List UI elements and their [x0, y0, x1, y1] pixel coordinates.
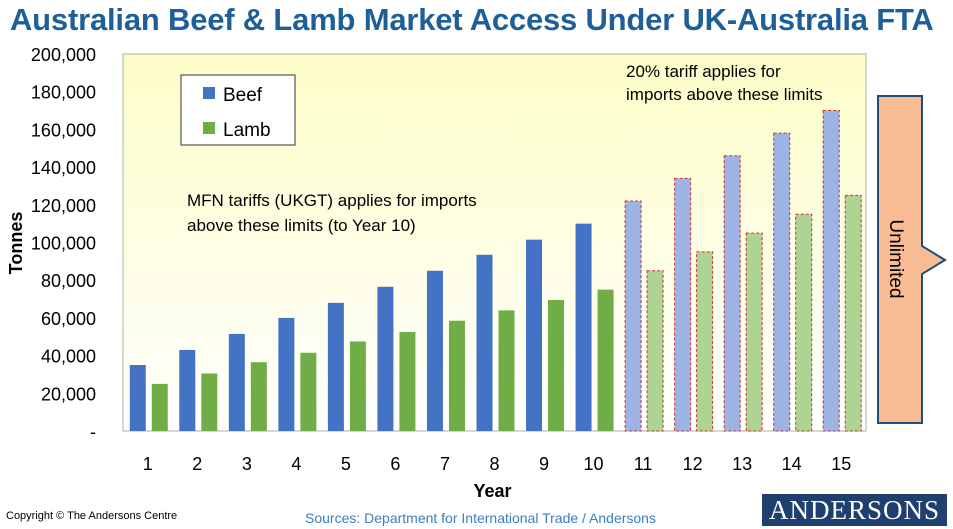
x-tick-label: 15	[831, 454, 851, 474]
x-tick-label: 5	[341, 454, 351, 474]
y-tick-label: 180,000	[31, 83, 96, 103]
unlimited-label: Unlimited	[885, 219, 906, 298]
x-tick-label: 7	[440, 454, 450, 474]
legend-box	[180, 74, 296, 146]
bar-lamb-year-12	[696, 251, 714, 432]
y-tick-label: 140,000	[31, 158, 96, 178]
x-tick-label: 1	[143, 454, 153, 474]
legend-swatch-lamb	[203, 122, 215, 134]
bar-lamb-year-3	[250, 362, 267, 431]
x-tick-label: 13	[732, 454, 752, 474]
bar-lamb-year-11	[646, 270, 664, 432]
x-tick-label: 2	[192, 454, 202, 474]
bar-lamb-year-2	[201, 373, 218, 431]
bar-beef-year-15	[822, 110, 840, 432]
bar-beef-year-12	[674, 177, 692, 432]
bar-lamb-year-9	[548, 299, 565, 431]
legend-label-beef: Beef	[223, 85, 263, 106]
bar-lamb-year-8	[498, 310, 515, 431]
x-tick-label: 14	[782, 454, 802, 474]
x-tick-label: 3	[242, 454, 252, 474]
right-arrow-icon	[877, 95, 947, 424]
x-axis-label: Year	[473, 481, 511, 501]
x-tick-label: 6	[390, 454, 400, 474]
y-tick-label: 80,000	[41, 271, 96, 291]
bar-lamb-year-10	[597, 289, 614, 431]
bar-beef-year-14	[773, 132, 791, 432]
y-tick-label: 160,000	[31, 120, 96, 140]
y-tick-label: 200,000	[31, 45, 96, 65]
annotation-mfn-line-2: above these limits (to Year 10)	[187, 216, 416, 235]
annotation-tariff-line-1: 20% tariff applies for	[626, 62, 781, 81]
bar-beef-year-11	[624, 200, 642, 432]
y-tick-label: 100,000	[31, 234, 96, 254]
y-axis-label: Tonnes	[6, 212, 26, 275]
legend-label-lamb: Lamb	[223, 120, 271, 141]
annotation-tariff-line-2: imports above these limits	[626, 85, 823, 104]
x-tick-label: 9	[539, 454, 549, 474]
y-axis: - 20,000 40,000 60,000 80,000 100,000 120,000 1…	[31, 45, 96, 442]
legend: Beef Lamb	[180, 74, 296, 146]
bar-lamb-year-1	[151, 383, 168, 431]
x-tick-label: 12	[683, 454, 703, 474]
bar-beef-year-4	[278, 317, 295, 431]
y-tick-label: -	[90, 422, 96, 442]
bar-beef-year-7	[426, 270, 443, 431]
y-tick-label: 60,000	[41, 309, 96, 329]
andersons-logo: ANDERSONS	[762, 494, 947, 526]
bar-lamb-year-13	[745, 232, 763, 432]
x-tick-label: 4	[291, 454, 301, 474]
copyright: Copyright © The Andersons Centre	[6, 510, 178, 522]
sources-note: Sources: Department for International Tr…	[305, 510, 656, 526]
y-tick-label: 20,000	[41, 384, 96, 404]
bar-lamb-year-4	[300, 352, 317, 431]
annotation-mfn-line-1: MFN tariffs (UKGT) applies for imports	[187, 191, 477, 210]
bar-beef-year-2	[179, 349, 196, 431]
bar-beef-year-5	[327, 302, 344, 431]
bar-beef-year-10	[575, 223, 592, 431]
x-axis: 1 2 3 4 5 6 7 8 9 10 11 12 13 14 15	[143, 454, 851, 474]
y-tick-label: 120,000	[31, 196, 96, 216]
x-tick-label: 10	[584, 454, 604, 474]
chart-title: Australian Beef & Lamb Market Access Und…	[10, 2, 934, 37]
unlimited-arrow: Unlimited	[877, 95, 947, 424]
annotation-20pct-tariff: 20% tariff applies for imports above the…	[626, 62, 823, 104]
bar-lamb-year-7	[448, 320, 465, 431]
x-tick-label: 8	[489, 454, 499, 474]
x-tick-label: 11	[634, 454, 653, 474]
bar-beef-year-1	[129, 365, 146, 431]
y-tick-label: 40,000	[41, 347, 96, 367]
bar-beef-year-13	[723, 155, 741, 432]
annotation-mfn-tariff: MFN tariffs (UKGT) applies for imports a…	[187, 191, 477, 235]
bar-lamb-year-15	[844, 194, 862, 432]
bar-lamb-year-14	[795, 213, 813, 432]
bar-lamb-year-5	[349, 341, 366, 431]
bar-lamb-year-6	[399, 332, 416, 431]
bars	[129, 110, 862, 432]
bar-beef-year-8	[476, 254, 493, 431]
bar-beef-year-9	[526, 239, 543, 431]
bar-beef-year-3	[228, 333, 245, 431]
bar-beef-year-6	[377, 286, 394, 431]
legend-swatch-beef	[203, 87, 215, 99]
